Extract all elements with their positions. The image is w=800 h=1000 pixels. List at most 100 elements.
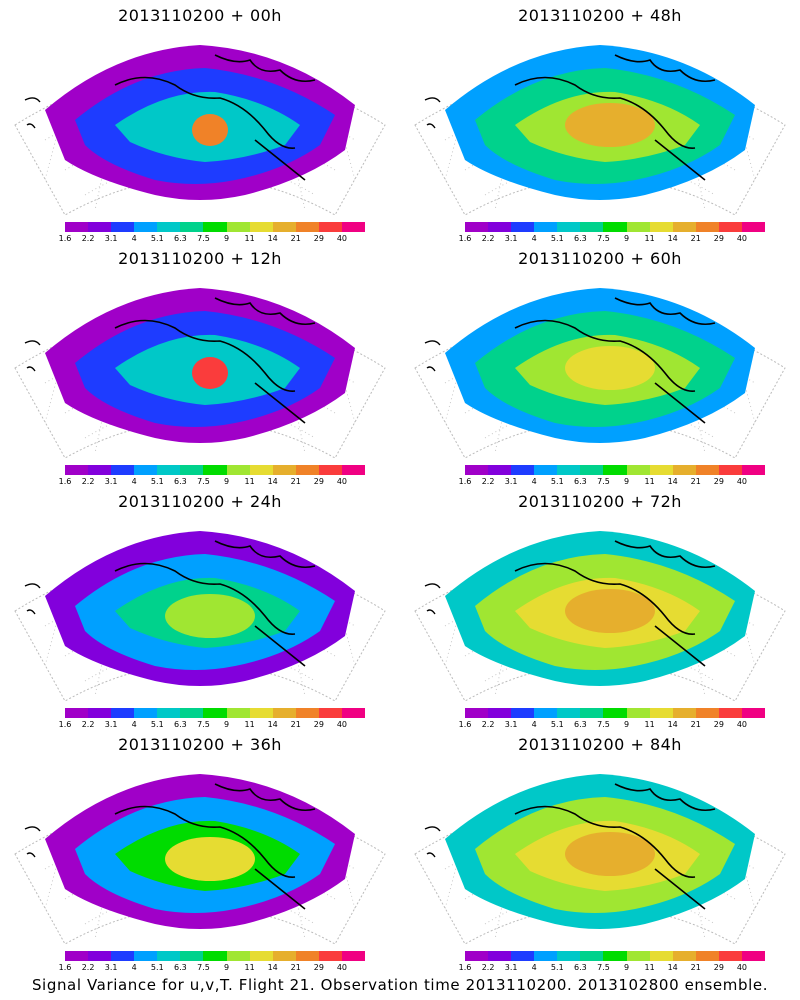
colorbar-segment [295,465,319,475]
colorbar-tick-label: 9 [223,963,230,972]
colorbar-segment [511,222,535,232]
colorbar-tick-label: 3.1 [504,234,518,243]
map-icon [414,288,786,459]
colorbar-segment [649,465,673,475]
colorbar [465,465,766,475]
colorbar-tick-label: 1.6 [58,963,72,972]
colorbar-segment [741,465,766,475]
colorbar-tick-label: 14 [267,234,278,243]
colorbar-segment [465,222,489,232]
colorbar-segment [226,465,250,475]
colorbar-segment [626,465,650,475]
colorbar-tick-label: 2.2 [481,963,495,972]
colorbar-segment [511,465,535,475]
colorbar-tick-label: 3.1 [104,963,118,972]
colorbar-segment [557,951,581,961]
colorbar-labels: 1.6 2.2 3.1 4 5.1 6.3 7.5 9 11 14 21 29 40 [59,477,365,489]
colorbar-tick-label: 40 [336,963,348,972]
colorbar-tick-label: 29 [313,234,324,243]
map-panel: 2013110200 + 48h 1.6 2.2 3.1 4 5.1 6.3 7.5 9 11 14… [405,0,795,245]
colorbar-segment [672,465,696,475]
colorbar-tick-label: 5.1 [150,963,164,972]
colorbar-segment [180,708,204,718]
colorbar-tick-label: 14 [667,720,678,729]
colorbar-segment [603,708,627,718]
colorbar-labels: 1.6 2.2 3.1 4 5.1 6.3 7.5 9 11 14 21 29 40 [59,963,365,975]
colorbar-tick-label: 3.1 [104,477,118,486]
colorbar-segment [157,222,181,232]
colorbar-tick-label: 11 [644,720,655,729]
colorbar-tick-label: 6.3 [574,477,587,486]
colorbar-tick-label: 40 [336,720,348,729]
colorbar-segment [295,951,319,961]
colorbar-segment [580,708,604,718]
colorbar-tick-label: 40 [736,477,748,486]
colorbar-labels: 1.6 2.2 3.1 4 5.1 6.3 7.5 9 11 14 21 29 40 [59,720,365,732]
colorbar-tick-label: 9 [623,963,630,972]
colorbar-segment [741,708,766,718]
colorbar-segment [580,465,604,475]
colorbar-tick-label: 11 [644,477,655,486]
colorbar-segment [603,222,627,232]
colorbar-segment [534,708,558,718]
colorbar-labels: 1.6 2.2 3.1 4 5.1 6.3 7.5 9 11 14 21 29 40 [459,234,765,246]
colorbar-segment [649,708,673,718]
colorbar-segment [203,951,227,961]
colorbar-tick-label: 1.6 [58,720,72,729]
colorbar-segment [488,708,512,718]
colorbar-segment [88,951,112,961]
colorbar-tick-label: 4 [131,963,137,972]
colorbar-tick-label: 40 [336,234,348,243]
colorbar-segment [718,951,742,961]
colorbar-segment [65,951,89,961]
colorbar-segment [111,951,135,961]
map-icon [414,531,786,702]
colorbar-tick-label: 5.1 [550,720,564,729]
colorbar-tick-label: 7.5 [197,963,210,972]
colorbar-segment [695,222,719,232]
colorbar-tick-label: 11 [244,963,255,972]
colorbar-segment [272,222,296,232]
colorbar-tick-label: 5.1 [150,477,164,486]
colorbar-tick-label: 9 [623,720,630,729]
colorbar [65,465,366,475]
colorbar-segment [272,951,296,961]
map-icon [14,531,386,702]
colorbar-segment [203,222,227,232]
map-icon [14,45,386,216]
panel-title: 2013110200 + 72h [518,492,682,511]
panel-title: 2013110200 + 84h [518,735,682,754]
colorbar-tick-label: 2.2 [81,234,95,243]
colorbar-tick-label: 40 [736,720,748,729]
colorbar-segment [318,951,342,961]
map-icon [414,774,786,945]
map-icon [14,288,386,459]
colorbar-segment [511,708,535,718]
colorbar-segment [741,951,766,961]
colorbar-tick-label: 21 [290,477,301,486]
colorbar-tick-label: 7.5 [197,234,210,243]
colorbar-tick-label: 3.1 [104,720,118,729]
colorbar-segment [88,708,112,718]
colorbar-tick-label: 14 [267,720,278,729]
map-panel: 2013110200 + 84h 1.6 2.2 3.1 4 5.1 6.3 7.5 9 11 14… [405,729,795,974]
colorbar-segment [65,222,89,232]
colorbar-segment [226,222,250,232]
colorbar-segment [341,465,366,475]
colorbar-segment [226,951,250,961]
colorbar-tick-label: 2.2 [481,234,495,243]
colorbar-segment [557,708,581,718]
colorbar-tick-label: 29 [313,963,324,972]
figure-caption: Signal Variance for u,v,T. Flight 21. Ob… [31,976,769,994]
colorbar-segment [249,465,273,475]
colorbar-tick-label: 3.1 [504,720,518,729]
colorbar-tick-label: 14 [267,963,278,972]
colorbar-tick-label: 14 [667,477,678,486]
colorbar-labels: 1.6 2.2 3.1 4 5.1 6.3 7.5 9 11 14 21 29 40 [459,477,765,489]
colorbar-tick-label: 9 [223,720,230,729]
map-panel: 2013110200 + 72h 1.6 2.2 3.1 4 5.1 6.3 7.5 9 11 14… [405,486,795,731]
colorbar-tick-label: 1.6 [458,477,472,486]
colorbar-segment [626,708,650,718]
colorbar-segment [580,222,604,232]
colorbar-tick-label: 9 [223,234,230,243]
